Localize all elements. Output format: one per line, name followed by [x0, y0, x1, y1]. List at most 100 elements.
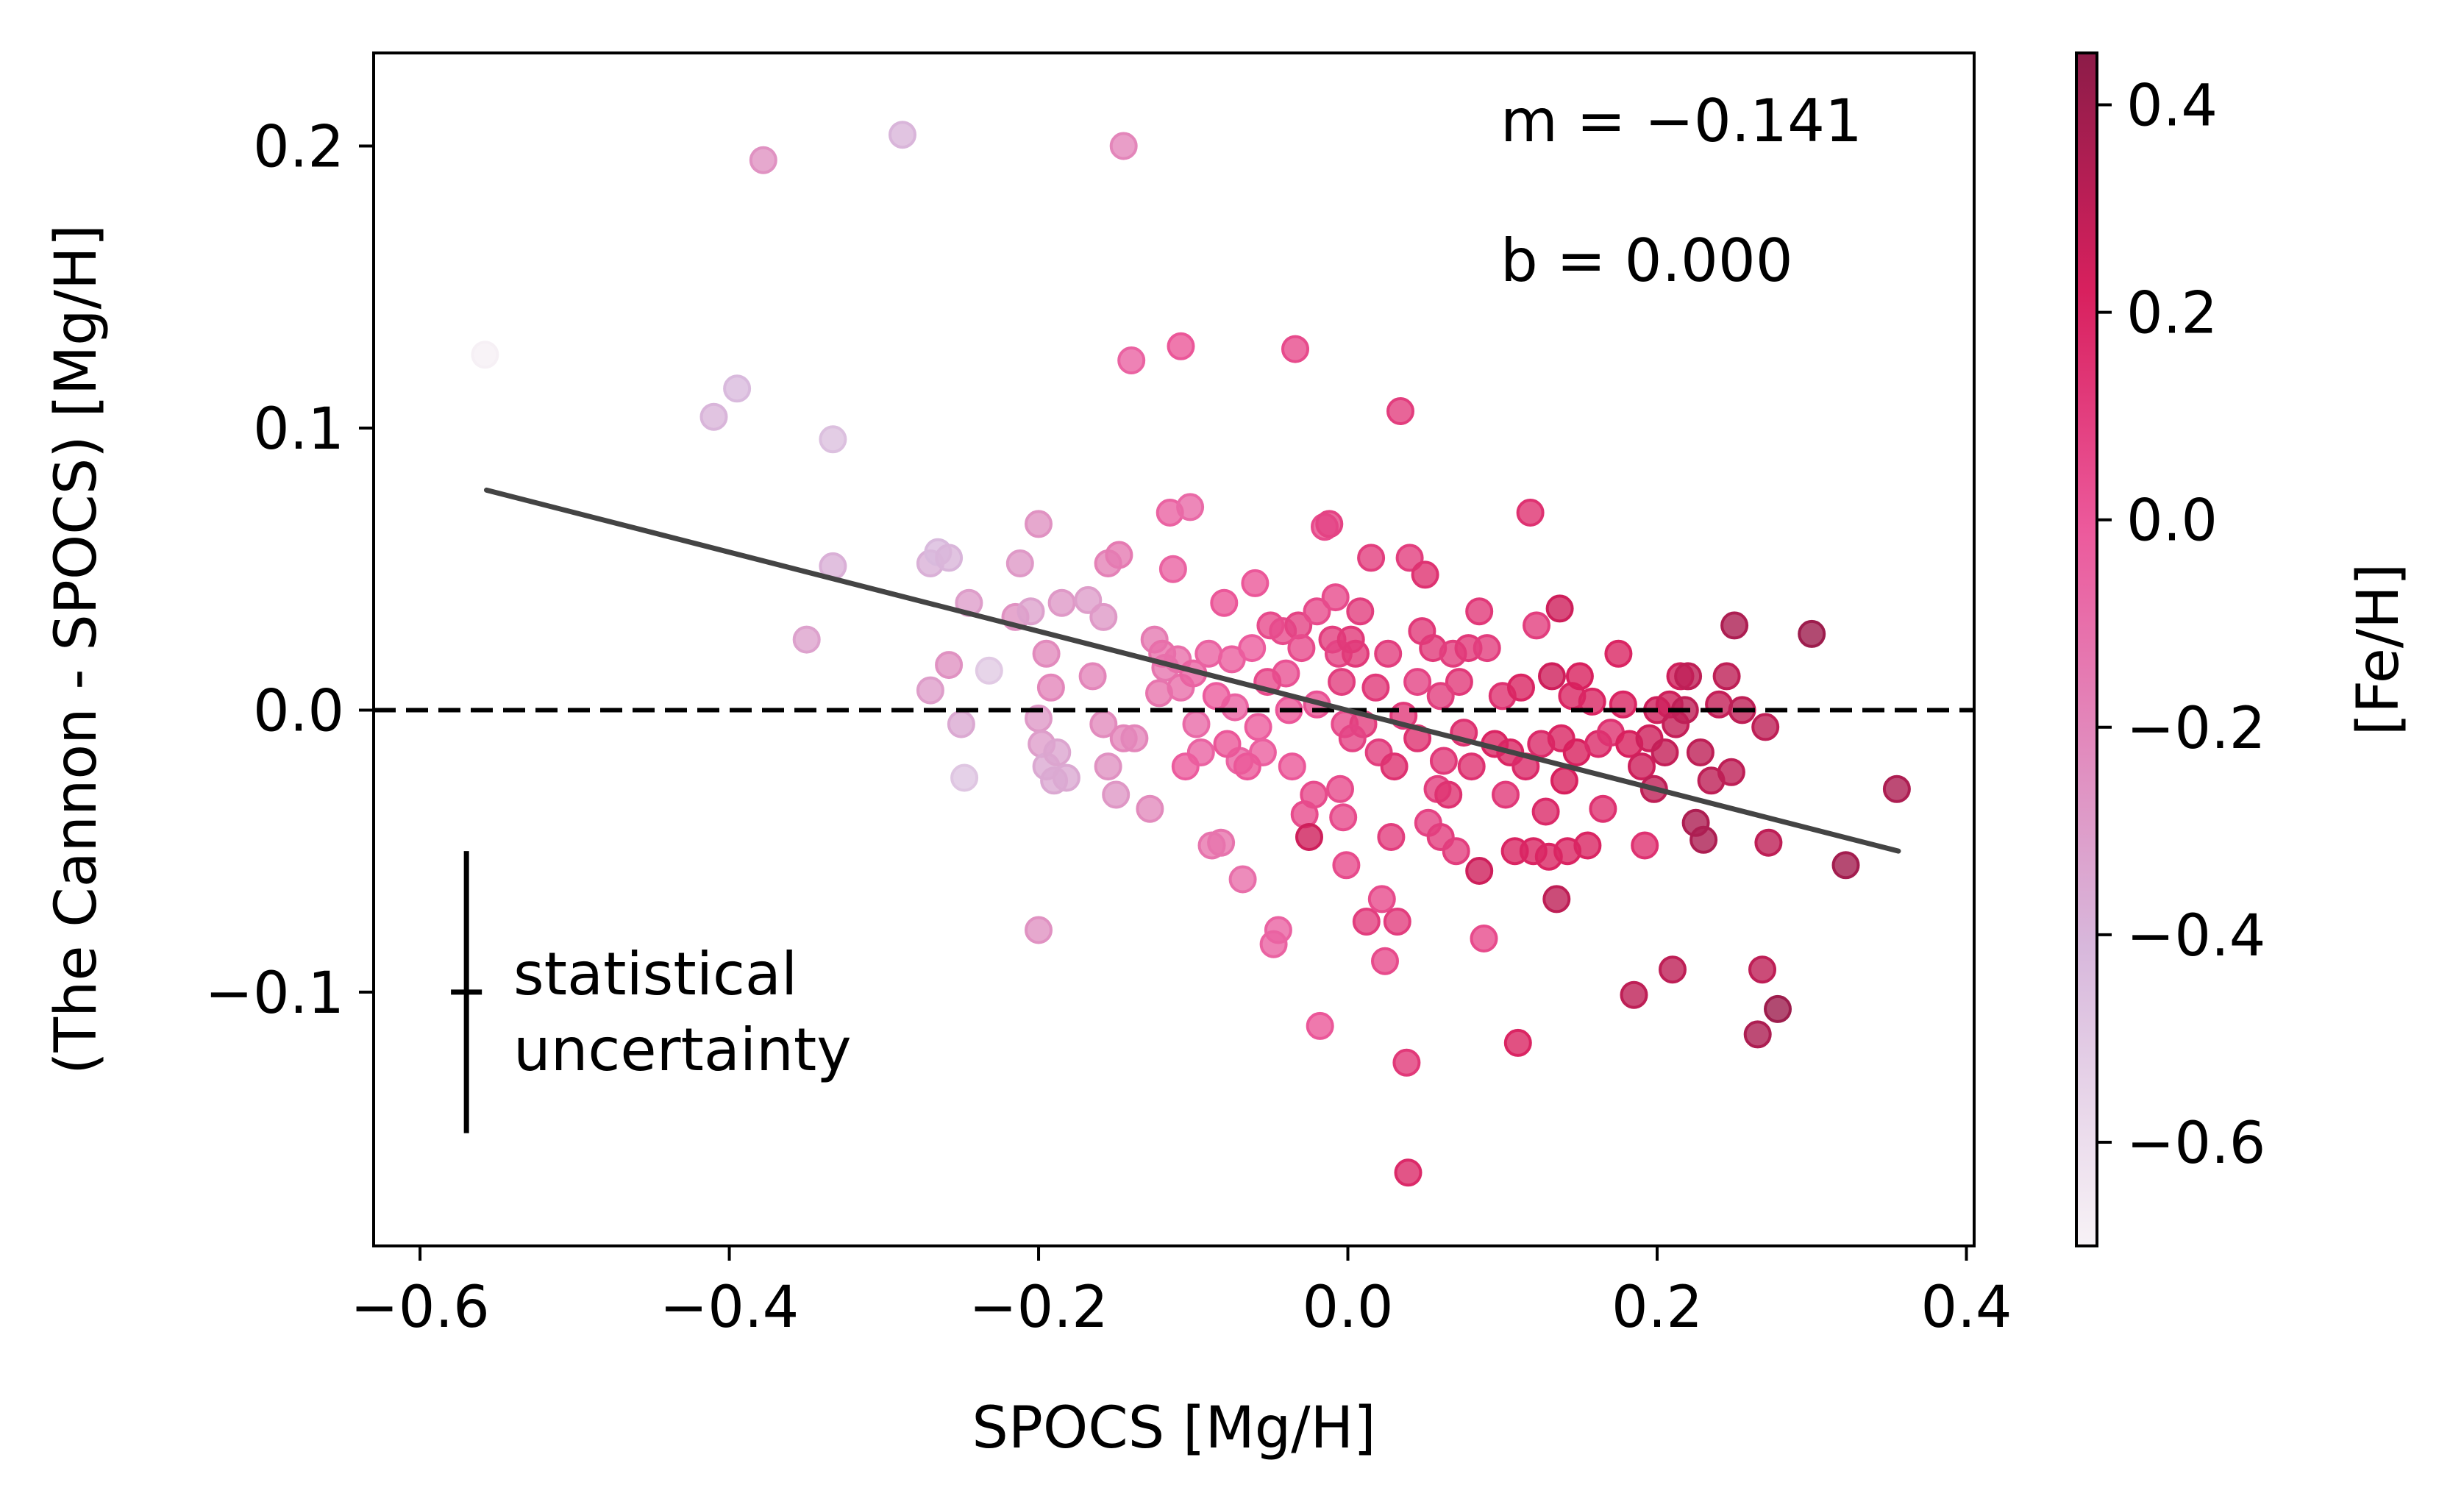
scatter-point — [1074, 585, 1103, 614]
scatter-point — [1705, 690, 1734, 719]
scatter-point — [699, 402, 728, 431]
scatter-point — [1158, 555, 1187, 583]
scatter-point — [1016, 597, 1045, 626]
scatter-point — [935, 651, 964, 680]
colorbar-tick-label: 0.0 — [2126, 488, 2218, 555]
scatter-point — [1754, 828, 1783, 857]
y-tick-label: 0.1 — [253, 396, 344, 463]
x-axis-ticks: −0.6 −0.4 −0.2 0.0 0.2 0.4 — [350, 1246, 2012, 1341]
y-tick-label: 0.0 — [253, 678, 344, 744]
scatter-point — [1281, 335, 1309, 363]
scatter-point — [1631, 831, 1659, 860]
colorbar-tick-label: −0.4 — [2126, 903, 2265, 969]
scatter-point — [1386, 397, 1414, 425]
scatter-point — [1332, 851, 1361, 880]
plot-frame — [372, 51, 1976, 1247]
scatter-point — [1295, 823, 1323, 851]
scatter-point — [1194, 639, 1223, 668]
scatter-point — [975, 656, 1003, 685]
scatter-point — [1411, 560, 1439, 589]
scatter-point — [1751, 713, 1780, 741]
scatter-point — [1717, 758, 1745, 786]
scatter-point — [1025, 510, 1053, 538]
scatter-point — [1604, 639, 1633, 668]
scatter-point — [1523, 611, 1550, 640]
scatter-point — [1089, 602, 1118, 631]
scatter-point — [1109, 132, 1138, 160]
scatter-point — [1321, 583, 1350, 612]
scatter-point — [1429, 747, 1458, 775]
scatter-point — [1720, 611, 1749, 640]
scatter-point — [1392, 1048, 1421, 1077]
scatter-point — [1589, 794, 1617, 823]
colorbar-tick-label: −0.2 — [2126, 696, 2265, 762]
y-axis-ticks: −0.1 0.0 0.1 0.2 — [205, 115, 374, 1027]
scatter-point — [1328, 668, 1356, 697]
x-tick-label: −0.6 — [350, 1275, 489, 1341]
scatter-point — [1346, 597, 1375, 626]
scatter-point — [1394, 1158, 1423, 1187]
scatter-point — [1470, 925, 1498, 952]
fit-line — [483, 487, 1901, 854]
scatter-point — [1036, 673, 1065, 702]
scatter-point — [1426, 682, 1455, 711]
x-tick-label: 0.4 — [1920, 1275, 2012, 1341]
scatter-point — [1278, 752, 1306, 781]
scatter-point — [1043, 738, 1072, 766]
scatter-point — [1578, 687, 1606, 716]
scatter-point — [1357, 544, 1386, 572]
scatter-point — [1167, 332, 1195, 360]
uncertainty-label-line-1: statistical — [513, 940, 797, 1008]
scatter-point — [1244, 713, 1272, 741]
scatter-point — [1182, 710, 1211, 738]
scatter-point — [1300, 780, 1328, 809]
colorbar-label: [Fe/H] — [2346, 563, 2412, 736]
scatter-point — [1798, 619, 1826, 648]
scatter-point — [1303, 597, 1331, 626]
scatter-point — [1628, 752, 1656, 781]
scatter-point — [1380, 752, 1409, 781]
scatter-point — [1047, 588, 1076, 617]
x-tick-label: 0.2 — [1612, 1275, 1703, 1341]
x-axis-label: SPOCS [Mg/H] — [972, 1395, 1375, 1461]
scatter-point — [1352, 908, 1381, 936]
scatter-point — [1620, 980, 1648, 1009]
scatter-point — [1228, 865, 1257, 894]
y-tick-label: 0.2 — [253, 115, 344, 181]
scatter-point — [1831, 851, 1860, 880]
uncertainty-label-line-2: uncertainty — [513, 1016, 852, 1084]
scatter-point — [1882, 774, 1911, 803]
scatter-point — [1516, 499, 1545, 527]
scatter-point — [1032, 639, 1061, 668]
scatter-point — [1764, 994, 1792, 1023]
scatter-point — [1171, 752, 1200, 781]
scatter-point — [1531, 797, 1560, 826]
uncertainty-bar — [451, 851, 483, 1133]
scatter-point — [1686, 738, 1715, 766]
scatter-point — [1326, 774, 1354, 803]
scatter-point — [1748, 955, 1776, 984]
scatter-point — [1207, 828, 1236, 857]
scatter-point — [1371, 947, 1399, 975]
scatter-point — [1457, 752, 1486, 781]
scatter-point — [889, 121, 916, 149]
scatter-point — [1025, 916, 1053, 944]
scatter-point — [1102, 780, 1130, 809]
scatter-point — [1136, 794, 1164, 823]
scatter-point — [1005, 549, 1034, 577]
scatter-point — [1094, 752, 1122, 781]
scatter-point — [1395, 544, 1424, 572]
scatter-point — [1361, 673, 1390, 702]
scatter-point — [1573, 831, 1602, 860]
scatter-point — [1674, 662, 1703, 691]
scatter-point — [1651, 738, 1679, 766]
scatter-point — [1176, 493, 1205, 521]
scatter-point — [1374, 639, 1403, 668]
colorbar-tick-label: 0.4 — [2126, 74, 2218, 140]
scatter-point — [1329, 803, 1358, 832]
plot-area — [374, 121, 1974, 1187]
scatter-point — [1465, 597, 1494, 626]
scatter-point — [1712, 662, 1741, 691]
scatter-point — [1306, 1011, 1334, 1040]
